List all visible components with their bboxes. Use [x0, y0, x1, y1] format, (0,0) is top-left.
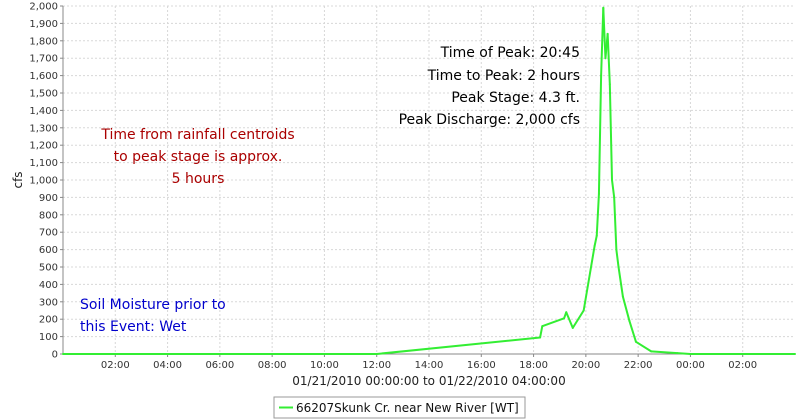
series-segment [602, 6, 607, 60]
series-segment [541, 317, 566, 328]
series-segment [595, 192, 600, 237]
series-segment [676, 352, 692, 355]
x-tick-label: 00:00 [676, 360, 705, 371]
annotation-soil-note: Soil Moisture prior to [80, 297, 226, 313]
series-segment [593, 234, 598, 248]
x-axis-label: 01/21/2010 00:00:00 to 01/22/2010 04:00:… [292, 374, 565, 388]
grid [63, 5, 795, 355]
y-tick-label: 1,800 [29, 36, 58, 47]
series-line [62, 6, 796, 355]
y-tick-label: 1,400 [29, 106, 58, 117]
annotation-peak-stage: Peak Stage: 4.3 ft. [451, 90, 580, 106]
annotation-soil-note: this Event: Wet [80, 319, 187, 335]
y-tick-label: 500 [39, 263, 58, 274]
annotations: Time of Peak: 20:45 Time to Peak: 2 hours… [80, 45, 580, 335]
y-tick-label: 700 [39, 228, 58, 239]
y-tick-label: 1,900 [29, 19, 58, 30]
annotation-centroid-note: 5 hours [172, 171, 225, 187]
x-tick-label: 08:00 [258, 360, 287, 371]
series [62, 6, 796, 355]
x-tick-label: 10:00 [310, 360, 339, 371]
annotation-centroid-note: to peak stage is approx. [114, 149, 283, 165]
x-tick-label: 16:00 [467, 360, 496, 371]
x-tick-label: 02:00 [101, 360, 130, 371]
series-segment [606, 32, 611, 86]
y-tick-label: 1,500 [29, 89, 58, 100]
y-tick-label: 1,200 [29, 141, 58, 152]
series-segment [539, 325, 544, 339]
y-tick-label: 200 [39, 315, 58, 326]
legend-box [273, 396, 526, 419]
y-tick-label: 1,600 [29, 71, 58, 82]
annotation-time-to-peak: Time to Peak: 2 hours [427, 68, 580, 84]
y-tick-label: 600 [39, 245, 58, 256]
series-segment [375, 336, 542, 355]
x-tick-label: 22:00 [624, 360, 653, 371]
series-segment [613, 196, 618, 251]
y-tick-label: 900 [39, 193, 58, 204]
x-tick-label: 14:00 [415, 360, 444, 371]
annotation-peak-discharge: Peak Discharge: 2,000 cfs [399, 112, 580, 128]
y-tick-label: 1,000 [29, 176, 58, 187]
y-axis-label: cfs [11, 171, 25, 188]
series-segment [582, 245, 596, 312]
series-segment [571, 309, 585, 329]
x-tick-label: 18:00 [519, 360, 548, 371]
series-segment [650, 350, 679, 355]
x-tick-label: 12:00 [362, 360, 391, 371]
legend-label: 66207Skunk Cr. near New River [WT] [296, 401, 519, 415]
series-segment [597, 74, 603, 195]
y-tick-label: 300 [39, 297, 58, 308]
x-tick-label: 20:00 [571, 360, 600, 371]
y-tick-label: 800 [39, 210, 58, 221]
annotation-centroid-note: Time from rainfall centroids [100, 127, 294, 143]
x-tick-label: 02:00 [728, 360, 757, 371]
series-segment [565, 311, 574, 329]
series-segment [615, 248, 620, 268]
y-tick-label: 2,000 [29, 2, 58, 13]
series-segment [617, 266, 624, 298]
series-segment [611, 179, 616, 199]
y-tick-label: 1,700 [29, 54, 58, 65]
y-tick-label: 400 [39, 280, 58, 291]
x-tick-label: 06:00 [205, 360, 234, 371]
axes: cfs 01/21/2010 00:00:00 to 01/22/2010 04… [11, 2, 795, 388]
series-segment [628, 319, 637, 343]
series-segment [634, 340, 653, 353]
series-segment [621, 295, 631, 322]
legend[interactable]: 66207Skunk Cr. near New River [WT] [273, 396, 526, 419]
y-tick-label: 0 [52, 350, 58, 361]
y-tick-label: 100 [39, 332, 58, 343]
y-tick-label: 1,300 [29, 123, 58, 134]
y-tick-label: 1,100 [29, 158, 58, 169]
series-segment [608, 83, 613, 181]
x-tick-label: 04:00 [153, 360, 182, 371]
annotation-peak-time: Time of Peak: 20:45 [440, 45, 580, 61]
